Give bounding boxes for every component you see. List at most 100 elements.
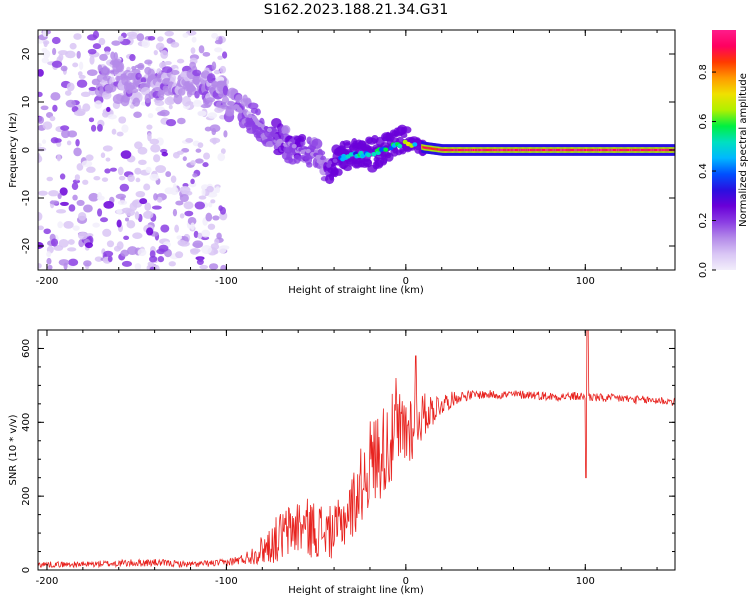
spectrogram-noise-blob bbox=[134, 263, 142, 270]
colorbar: 0.0 0.2 0.4 0.6 0.8 Normalized spectral ampl… bbox=[698, 30, 749, 278]
spectrogram-noise-blob bbox=[182, 156, 187, 162]
spectrogram-x-tick-label: -100 bbox=[215, 276, 238, 287]
spectrogram-ridge-core bbox=[652, 148, 655, 152]
spectrogram-noise-blob bbox=[157, 111, 166, 116]
spectrogram-ridge-core bbox=[469, 148, 472, 152]
spectrogram-ridge-halo bbox=[189, 61, 197, 69]
spectrogram-ridge-halo bbox=[235, 94, 243, 104]
spectrogram-noise-blob bbox=[155, 42, 165, 51]
spectrogram-ridge-core bbox=[463, 148, 466, 152]
spectrogram-ridge-halo bbox=[170, 73, 176, 83]
spectrogram-noise-blob bbox=[146, 124, 153, 130]
spectrogram-ridge-core bbox=[434, 147, 437, 151]
spectrogram-noise-blob bbox=[49, 200, 60, 205]
spectrogram-noise-blob bbox=[38, 212, 43, 221]
spectrogram-ridge-core bbox=[651, 148, 654, 152]
spectrogram-ridge-core bbox=[371, 151, 377, 157]
spectrogram-noise-blob bbox=[164, 187, 174, 195]
spectrogram-noise-blob bbox=[164, 30, 174, 37]
spectrogram-ridge-core bbox=[424, 146, 427, 149]
spectrogram-noise-blob bbox=[74, 174, 81, 181]
spectrogram-noise-blob bbox=[149, 255, 158, 263]
spectrogram-noise-blob bbox=[121, 124, 129, 133]
spectrogram-noise-blob bbox=[198, 45, 205, 54]
spectrogram-ridge-core bbox=[504, 148, 507, 152]
spectrogram-noise-blob bbox=[170, 175, 177, 183]
spectrogram-noise-blob bbox=[219, 65, 227, 74]
spectrogram-ridge-core bbox=[537, 148, 540, 152]
spectrogram-ridge-core bbox=[627, 148, 630, 152]
colorbar-tick-label: 0.6 bbox=[698, 114, 709, 130]
spectrogram-ridge-core bbox=[452, 148, 455, 152]
spectrogram-noise-blob bbox=[207, 223, 216, 230]
spectrogram-noise-blob bbox=[201, 229, 211, 238]
spectrogram-noise-blob bbox=[221, 51, 228, 59]
spectrogram-noise-blob bbox=[135, 177, 141, 183]
spectrogram-noise-blob bbox=[42, 40, 50, 45]
spectrogram-ridge-core bbox=[511, 148, 514, 152]
spectrogram-ridge-core bbox=[592, 148, 595, 152]
spectrogram-noise-blob bbox=[38, 142, 42, 148]
spectrogram-ridge-core bbox=[437, 148, 440, 151]
spectrogram-noise-blob bbox=[218, 205, 223, 212]
spectrogram-ridge-halo bbox=[222, 85, 229, 96]
spectrogram-noise-blob bbox=[40, 105, 49, 111]
spectrogram-ridge-core bbox=[479, 148, 482, 152]
spectrogram-ridge-core bbox=[654, 148, 657, 152]
spectrogram-noise-blob bbox=[67, 130, 78, 138]
spectrogram-noise-blob bbox=[150, 144, 161, 153]
spectrogram-ridge-core bbox=[503, 148, 506, 152]
spectrogram-ridge-core bbox=[618, 148, 621, 152]
spectrogram-noise-blob bbox=[175, 200, 184, 206]
spectrogram-noise-blob bbox=[120, 150, 132, 159]
spectrogram-ridge-core bbox=[332, 158, 338, 163]
spectrogram-noise-blob bbox=[82, 103, 91, 112]
spectrogram-noise-blob bbox=[42, 30, 48, 37]
colorbar-label: Normalized spectral amplitude bbox=[738, 73, 749, 227]
spectrogram-ridge-core bbox=[266, 127, 272, 133]
spectrogram-ridge-core bbox=[644, 148, 647, 152]
spectrogram-noise-blob bbox=[157, 36, 164, 42]
spectrogram-noise-blob bbox=[181, 148, 190, 153]
colorbar-tick-label: 0.4 bbox=[698, 163, 709, 179]
spectrogram-ridge-core bbox=[632, 148, 635, 152]
spectrogram-ridge-core bbox=[616, 148, 619, 152]
spectrogram-ridge-core bbox=[621, 148, 624, 152]
spectrogram-ridge-core bbox=[530, 148, 533, 152]
spectrogram-ridge-core bbox=[397, 143, 403, 149]
spectrogram-noise-blob bbox=[199, 264, 209, 270]
spectrogram-noise-blob bbox=[205, 212, 213, 222]
spectrogram-noise-blob bbox=[52, 104, 58, 112]
spectrogram-ridge-core bbox=[465, 148, 468, 152]
spectrogram-ridge-halo bbox=[181, 96, 191, 107]
spectrogram-noise-blob bbox=[76, 50, 81, 59]
spectrogram-noise-blob bbox=[121, 260, 133, 267]
spectrogram-noise-blob bbox=[54, 138, 62, 143]
spectrogram-ridge-core bbox=[449, 148, 452, 152]
spectrogram-noise-blob bbox=[92, 30, 100, 39]
spectrogram-noise-blob bbox=[147, 113, 154, 119]
spectrogram-ridge-core bbox=[572, 148, 575, 152]
spectrogram-noise-blob bbox=[168, 104, 173, 110]
spectrogram-noise-blob bbox=[97, 124, 103, 132]
spectrogram-ridge-core bbox=[527, 148, 530, 152]
spectrogram-noise-blob bbox=[125, 217, 130, 222]
spectrogram-noise-blob bbox=[82, 179, 89, 185]
spectrogram-ridge-core bbox=[383, 147, 389, 152]
spectrogram-ridge-core bbox=[534, 148, 537, 152]
spectrogram-ridge-core bbox=[523, 148, 526, 152]
spectrogram-noise-blob bbox=[192, 240, 204, 249]
spectrogram-noise-blob bbox=[141, 39, 151, 49]
spectrogram-ridge-core bbox=[582, 148, 585, 152]
spectrogram-ridge-core bbox=[655, 148, 658, 152]
spectrogram-noise-blob bbox=[72, 225, 80, 231]
spectrogram-ridge-core bbox=[563, 148, 566, 152]
spectrogram-ridge-core bbox=[633, 148, 636, 152]
spectrogram-noise-blob bbox=[42, 139, 47, 144]
spectrogram-ridge-core bbox=[584, 148, 587, 152]
spectrogram-noise-blob bbox=[212, 215, 220, 221]
spectrogram-noise-blob bbox=[47, 264, 53, 270]
spectrogram-ridge-core bbox=[247, 113, 253, 119]
spectrogram-x-tick-label: 0 bbox=[403, 276, 409, 287]
spectrogram-ridge-core bbox=[615, 148, 618, 152]
